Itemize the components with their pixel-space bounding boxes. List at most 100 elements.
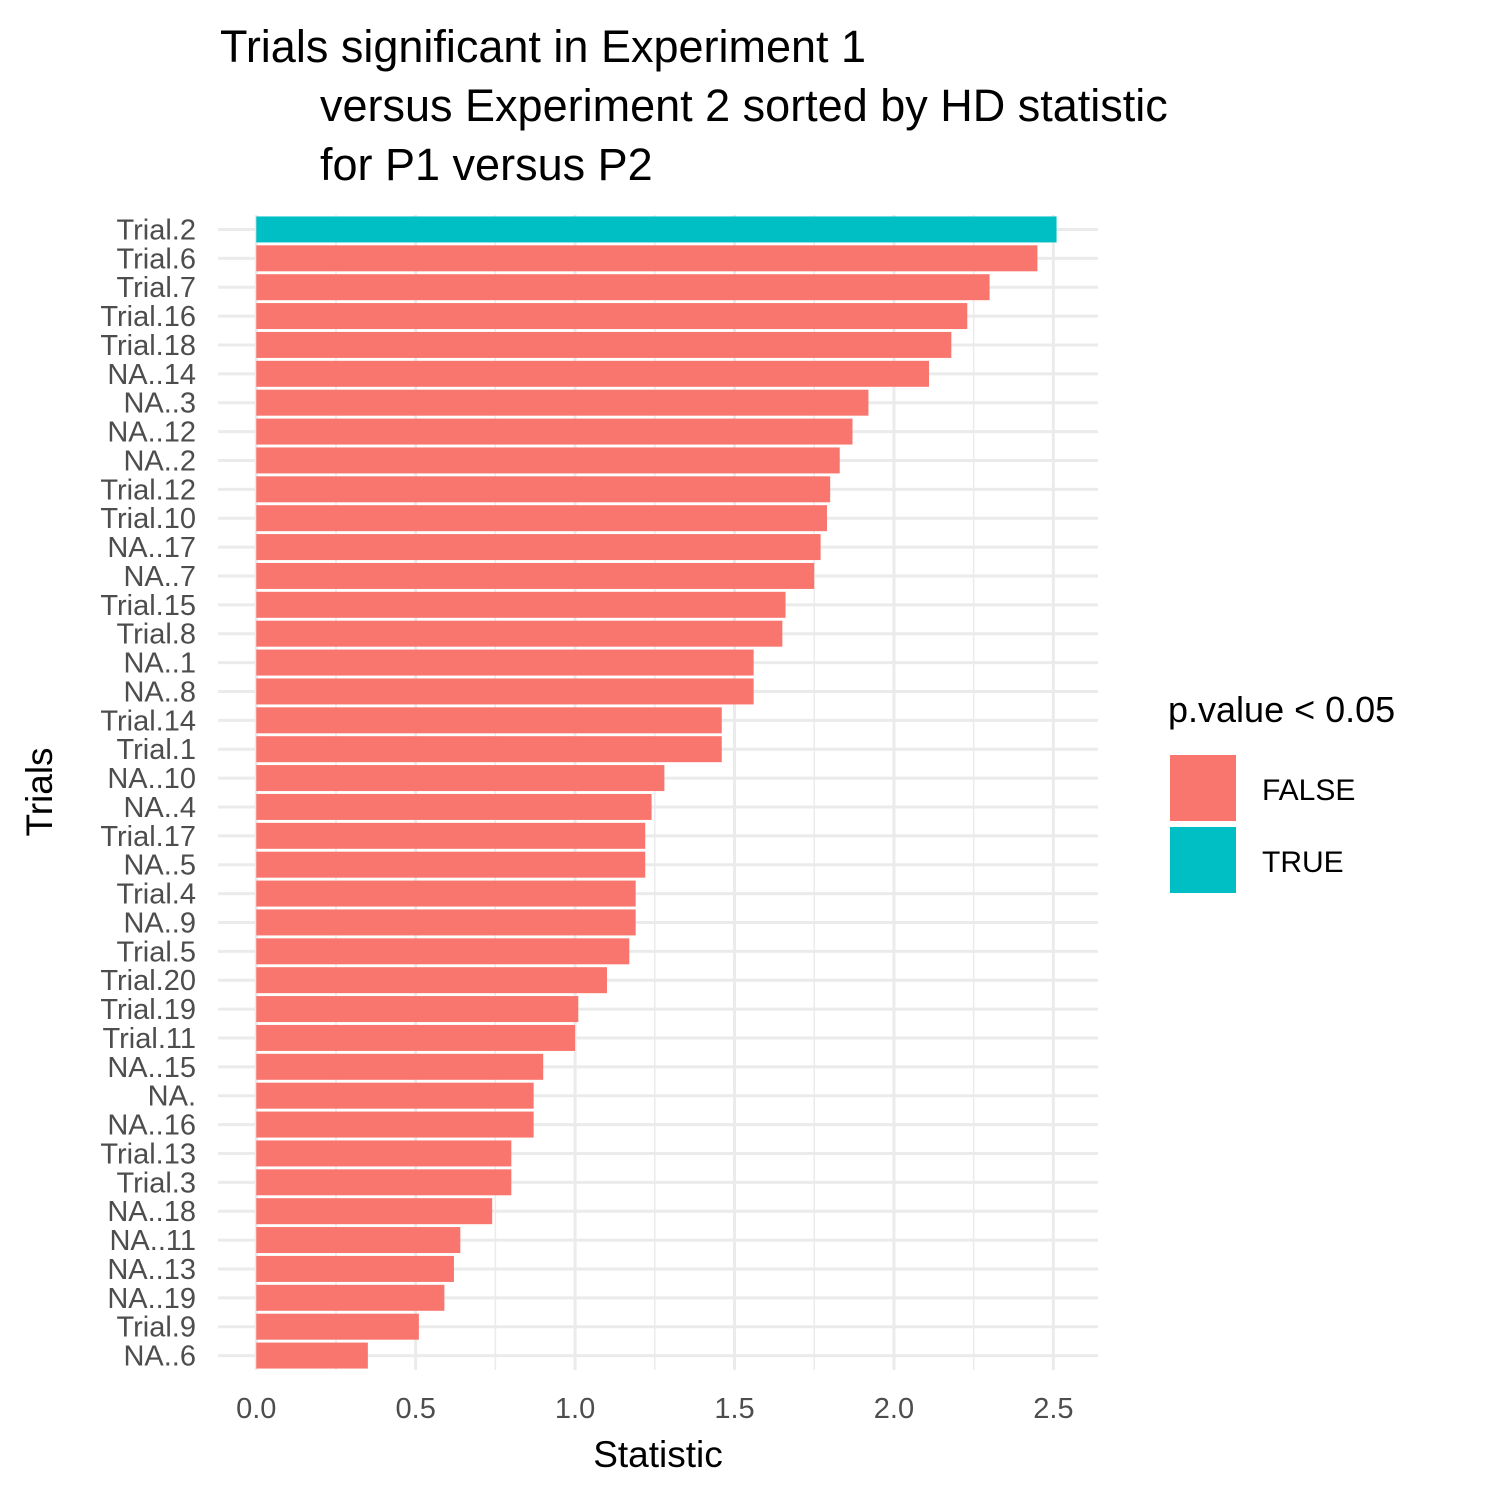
bar-trial-20 — [256, 967, 607, 994]
bar-trial-19 — [256, 996, 579, 1023]
bar-na-7 — [256, 562, 815, 589]
x-tick-label: 1.0 — [555, 1393, 595, 1425]
y-tick-label: NA..15 — [107, 1052, 196, 1084]
bar-na-6 — [256, 1342, 368, 1369]
y-tick-label: Trial.4 — [117, 879, 197, 911]
y-tick-label: NA..11 — [109, 1225, 196, 1257]
bar-na-1 — [256, 649, 754, 676]
y-tick-label: NA..19 — [107, 1283, 196, 1315]
x-axis-tick-labels: 0.0 0.5 1.0 1.5 2.0 2.5 — [236, 1393, 1073, 1425]
bar-trial-3 — [256, 1169, 512, 1196]
y-tick-label: Trial.3 — [117, 1167, 197, 1199]
bar-trial-6 — [256, 245, 1038, 272]
bar-trial-18 — [256, 331, 952, 358]
x-tick-label: 1.5 — [714, 1393, 754, 1425]
bar-na-8 — [256, 678, 754, 705]
y-tick-label: Trial.16 — [100, 301, 196, 333]
bar-trial-11 — [256, 1024, 576, 1051]
legend-title: p.value < 0.05 — [1168, 689, 1395, 730]
chart-title-line-3: for P1 versus P2 — [320, 139, 653, 190]
y-tick-label: Trial.10 — [100, 503, 196, 535]
bar-na-2 — [256, 447, 840, 474]
legend-label-false: FALSE — [1262, 774, 1355, 807]
bar-trial-1 — [256, 736, 722, 763]
bar-na-18 — [256, 1198, 493, 1225]
bar-na-19 — [256, 1284, 445, 1311]
y-tick-label: Trial.1 — [117, 734, 197, 766]
bar-trial-15 — [256, 591, 786, 618]
x-tick-label: 0.0 — [236, 1393, 276, 1425]
legend-label-true: TRUE — [1262, 846, 1344, 879]
y-tick-label: Trial.5 — [117, 936, 197, 968]
bar-trial-14 — [256, 707, 722, 734]
y-axis-tick-labels: Trial.2Trial.6Trial.7Trial.16Trial.18NA.… — [100, 214, 196, 1372]
legend-key-false — [1170, 755, 1236, 821]
x-tick-label: 2.5 — [1033, 1393, 1073, 1425]
y-tick-label: NA..10 — [107, 763, 196, 795]
y-tick-label: Trial.14 — [100, 705, 196, 737]
y-tick-label: NA..3 — [123, 388, 196, 420]
y-tick-label: Trial.17 — [100, 821, 196, 853]
y-tick-label: NA..12 — [107, 417, 196, 449]
bar-trial-2 — [256, 216, 1057, 243]
y-tick-label: Trial.13 — [100, 1138, 196, 1170]
bar-trial-7 — [256, 274, 990, 301]
chart-title: Trials significant in Experiment 1 versu… — [220, 21, 1168, 190]
y-tick-label: NA..9 — [123, 907, 196, 939]
y-tick-label: Trial.8 — [117, 619, 197, 651]
y-tick-label: Trial.20 — [100, 965, 196, 997]
y-tick-label: Trial.7 — [117, 272, 197, 304]
x-tick-label: 2.0 — [874, 1393, 914, 1425]
y-tick-label: NA. — [148, 1081, 196, 1113]
y-tick-label: Trial.12 — [100, 474, 196, 506]
y-tick-label: NA..8 — [123, 676, 196, 708]
bar-na-14 — [256, 360, 930, 387]
y-tick-label: Trial.2 — [117, 214, 197, 246]
bars — [256, 216, 1057, 1369]
legend-key-true — [1170, 827, 1236, 893]
bar-na-4 — [256, 793, 652, 820]
chart-title-line-1: Trials significant in Experiment 1 — [220, 21, 866, 72]
bar-trial-16 — [256, 303, 968, 330]
grid-lines — [218, 215, 1098, 1370]
y-tick-label: Trial.18 — [100, 330, 196, 362]
y-tick-label: NA..16 — [107, 1110, 196, 1142]
bar-na-5 — [256, 851, 646, 878]
bar-trial-12 — [256, 476, 831, 503]
bar-na-13 — [256, 1255, 454, 1282]
y-tick-label: NA..17 — [107, 532, 196, 564]
bar-na — [256, 1082, 534, 1109]
y-tick-label: NA..5 — [123, 850, 196, 882]
bar-na-9 — [256, 909, 636, 936]
bar-trial-5 — [256, 938, 630, 965]
y-tick-label: Trial.6 — [117, 243, 197, 275]
bar-trial-8 — [256, 620, 783, 647]
y-tick-label: Trial.9 — [117, 1312, 197, 1344]
bar-trial-9 — [256, 1313, 419, 1340]
bar-na-11 — [256, 1227, 461, 1254]
y-tick-label: NA..4 — [123, 792, 196, 824]
y-tick-label: NA..6 — [123, 1341, 196, 1373]
bar-trial-17 — [256, 822, 646, 849]
bar-trial-4 — [256, 880, 636, 907]
bar-na-12 — [256, 418, 853, 445]
y-tick-label: NA..2 — [123, 445, 196, 477]
bar-na-15 — [256, 1053, 544, 1080]
chart-title-line-2: versus Experiment 2 sorted by HD statist… — [320, 80, 1168, 131]
legend: p.value < 0.05 FALSE TRUE — [1168, 689, 1395, 893]
bar-na-16 — [256, 1111, 534, 1138]
y-tick-label: NA..1 — [123, 648, 196, 680]
bar-na-10 — [256, 765, 665, 792]
x-tick-label: 0.5 — [396, 1393, 436, 1425]
y-tick-label: NA..7 — [123, 561, 196, 593]
y-axis-title: Trials — [19, 747, 60, 836]
y-tick-label: Trial.19 — [100, 994, 196, 1026]
y-tick-label: NA..14 — [107, 359, 196, 391]
bar-trial-10 — [256, 505, 827, 532]
bar-trial-13 — [256, 1140, 512, 1167]
bar-na-17 — [256, 534, 821, 561]
y-tick-label: Trial.15 — [100, 590, 196, 622]
y-tick-label: Trial.11 — [103, 1023, 196, 1055]
y-tick-label: NA..18 — [107, 1196, 196, 1228]
